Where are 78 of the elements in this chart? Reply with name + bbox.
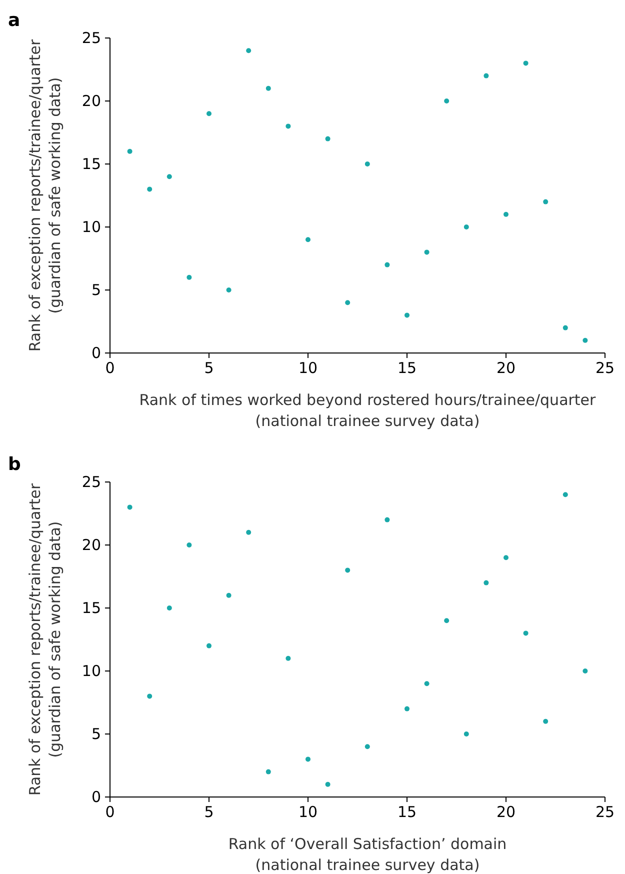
- point: [186, 542, 192, 548]
- point: [206, 643, 212, 648]
- point: [246, 530, 252, 535]
- x-tick-label: 15: [397, 359, 417, 377]
- x-axis-title: Rank of times worked beyond rostered hours/trainee/quarter (national trainee survey data): [139, 391, 597, 430]
- point: [562, 325, 568, 330]
- x-tick-label: 5: [204, 359, 214, 377]
- point: [325, 136, 330, 142]
- point: [582, 338, 588, 343]
- point: [345, 300, 350, 306]
- chart-title: a: [8, 10, 20, 31]
- y-axis-title: Rank of exception reports/trainee/quarter (guardian of safe working data): [26, 38, 64, 352]
- point: [127, 504, 132, 510]
- y-tick-label: 20: [82, 92, 101, 110]
- point: [147, 694, 152, 699]
- point: [345, 568, 350, 573]
- point: [364, 162, 370, 166]
- point: [226, 592, 232, 598]
- point: [286, 656, 291, 661]
- point: [206, 111, 212, 116]
- y-axis-title: Rank of exception reports/trainee/quarter (guardian of safe working data): [26, 482, 64, 796]
- point: [504, 212, 508, 217]
- point: [384, 517, 390, 522]
- y-tick-label: 15: [82, 155, 101, 173]
- point: [166, 606, 172, 610]
- point: [404, 706, 410, 712]
- y-tick-label: 0: [91, 788, 101, 806]
- point: [484, 73, 489, 78]
- x-tick-label: 0: [105, 803, 115, 821]
- point: [306, 237, 310, 242]
- point: [325, 782, 330, 787]
- point: [444, 618, 450, 624]
- point: [504, 555, 508, 560]
- point: [127, 148, 132, 154]
- point: [464, 732, 469, 736]
- x-tick-label: 10: [298, 803, 318, 821]
- x-tick-label: 0: [105, 359, 115, 377]
- point: [424, 681, 430, 686]
- x-tick-label: 25: [595, 803, 615, 821]
- x-axis-title: Rank of ‘Overall Satisfaction’ domain (national trainee survey data): [228, 835, 507, 874]
- y-tick-label: 5: [91, 725, 101, 743]
- y-tick-label: 15: [82, 599, 101, 617]
- point: [384, 262, 390, 268]
- point: [246, 48, 252, 54]
- point: [484, 580, 489, 586]
- point: [543, 718, 548, 724]
- point: [543, 199, 548, 204]
- point: [464, 224, 469, 230]
- point: [266, 769, 271, 774]
- y-tick-label: 10: [82, 218, 101, 236]
- point: [147, 186, 152, 192]
- point: [523, 630, 528, 636]
- point: [226, 288, 232, 292]
- point: [424, 250, 430, 255]
- point: [364, 744, 370, 750]
- point: [166, 174, 172, 180]
- point: [286, 124, 291, 129]
- point: [523, 60, 528, 66]
- point: [562, 492, 568, 498]
- x-tick-label: 10: [298, 359, 318, 377]
- point: [186, 274, 192, 280]
- point: [444, 98, 450, 104]
- y-tick-label: 10: [82, 662, 101, 680]
- point: [266, 86, 271, 91]
- y-tick-label: 25: [82, 29, 101, 47]
- y-tick-label: 0: [91, 344, 101, 362]
- x-tick-label: 20: [496, 803, 516, 821]
- x-tick-label: 25: [595, 359, 615, 377]
- y-tick-label: 25: [82, 473, 101, 491]
- point: [306, 756, 310, 762]
- point: [404, 312, 410, 318]
- y-tick-label: 20: [82, 536, 101, 554]
- x-tick-label: 5: [204, 803, 214, 821]
- chart-title: b: [8, 454, 21, 475]
- y-tick-label: 5: [91, 281, 101, 299]
- point: [582, 668, 588, 674]
- x-tick-label: 15: [397, 803, 417, 821]
- x-tick-label: 20: [496, 359, 516, 377]
